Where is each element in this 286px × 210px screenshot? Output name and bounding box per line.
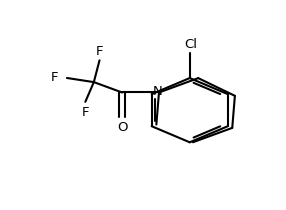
Text: N: N [153,85,162,98]
Text: F: F [96,45,103,58]
Text: O: O [117,121,127,134]
Text: Cl: Cl [185,38,198,51]
Text: F: F [50,71,58,84]
Text: F: F [82,106,89,119]
